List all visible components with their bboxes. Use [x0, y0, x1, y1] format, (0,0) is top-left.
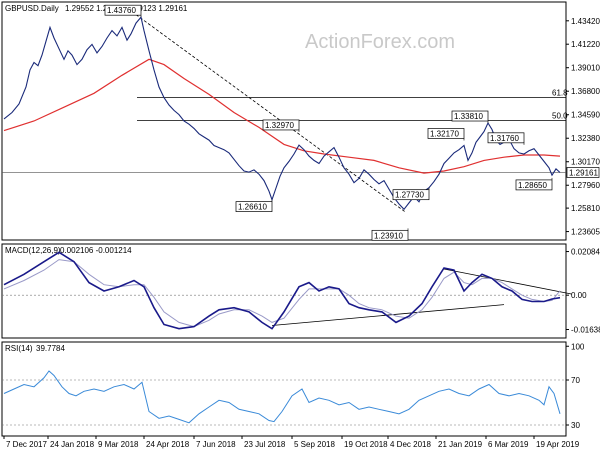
macd-series — [3, 251, 573, 330]
x-tick-label: 7 Jun 2018 — [196, 440, 236, 449]
price-symbol: GBPUSD.Daily — [5, 4, 59, 13]
price-y-tick-label: 1.43420 — [571, 17, 600, 26]
macd-y-tick-label: -0.016389 — [571, 325, 600, 334]
price-annotation-label: 1.27730 — [395, 191, 424, 200]
price-annotation-box — [515, 179, 553, 191]
macd-y-axis: 0.020848 0.00 -0.016389 — [2, 248, 600, 334]
macd-y-tick-label: 0.00 — [571, 291, 587, 300]
macd-values: 0.002106 -0.001214 — [60, 246, 132, 255]
price-y-tick-label: 1.27960 — [571, 181, 600, 190]
price-annotation-box — [427, 128, 465, 139]
x-tick-label: 7 Dec 2017 — [6, 440, 47, 449]
price-annotation-label: 1.32970 — [265, 121, 294, 130]
price-y-tick-label: 1.25810 — [571, 204, 600, 213]
x-tick-label: 24 Jan 2018 — [50, 440, 95, 449]
rsi-y-tick-label: 70 — [571, 376, 580, 385]
rsi-frame — [1, 341, 567, 437]
rsi-y-tick-label: 30 — [571, 421, 580, 430]
x-tick-label: 4 Dec 2018 — [390, 440, 431, 449]
price-y-axis: 1.43420 1.41220 1.39010 1.36800 1.34590 1.323… — [2, 17, 600, 237]
price-y-tick-label: 1.23605 — [571, 228, 600, 237]
price-y-tick-label: 1.39010 — [571, 64, 600, 73]
price-annotation-label: 1.31760 — [490, 134, 519, 143]
macd-signal-line — [3, 259, 561, 328]
price-trendlines — [135, 14, 407, 213]
price-annotation-box — [235, 201, 273, 212]
price-annotation-box — [392, 189, 430, 201]
price-annotations: 1.43760 1.32970 1.26610 1.23910 1.27730 1.321… — [104, 4, 553, 241]
macd-line — [3, 251, 561, 330]
macd-frame — [1, 243, 567, 339]
x-axis: 7 Dec 2017 24 Jan 2018 9 Mar 2018 24 Apr 20… — [3, 436, 580, 449]
macd-trendline — [271, 304, 505, 326]
rsi-label: RSI(14) — [5, 344, 33, 353]
rsi-y-axis: 100 70 30 — [2, 342, 585, 430]
rsi-series — [3, 370, 561, 424]
price-y-tick-label: 1.30170 — [571, 158, 600, 167]
watermark: ActionForex.com — [305, 31, 455, 53]
price-panel: GBPUSD.Daily 1.29552 1.29704 1.29123 1.2… — [1, 1, 600, 241]
rsi-line — [3, 370, 561, 424]
macd-trendline — [443, 268, 573, 295]
price-frame — [1, 1, 567, 241]
fib-levels: 61.8 50.0 — [137, 88, 568, 121]
moving-average-line — [3, 58, 561, 174]
fib-level-label: 50.0 — [552, 111, 568, 120]
x-tick-label: 24 Apr 2018 — [146, 440, 190, 449]
price-y-tick-label: 1.41220 — [571, 40, 600, 49]
price-annotation-box — [487, 132, 525, 144]
x-tick-label: 9 Mar 2018 — [98, 440, 139, 449]
price-annotation-box — [262, 119, 300, 131]
x-tick-label: 19 Apr 2019 — [536, 440, 580, 449]
x-tick-label: 5 Sep 2018 — [294, 440, 335, 449]
x-tick-label: 21 Jan 2019 — [438, 440, 483, 449]
x-tick-label: 23 Jul 2018 — [244, 440, 286, 449]
last-price-box — [566, 167, 600, 178]
rsi-panel: RSI(14) 39.7784 100 70 30 7 Dec 2017 24 Jan… — [1, 341, 585, 449]
rsi-y-tick-label: 100 — [571, 342, 585, 351]
x-tick-label: 6 Mar 2019 — [488, 440, 529, 449]
price-line — [3, 16, 561, 211]
price-trendline — [135, 14, 407, 213]
price-annotation-box — [371, 229, 409, 241]
price-series — [3, 16, 561, 211]
price-annotation-label: 1.32170 — [430, 129, 459, 138]
price-y-tick-label: 1.34590 — [571, 111, 600, 120]
macd-panel: MACD(12,26,9) 0.002106 -0.001214 0.02084… — [1, 243, 600, 339]
last-price-label: 1.29161 — [569, 168, 598, 177]
price-annotation-box — [104, 4, 142, 16]
price-y-tick-label: 1.36800 — [571, 87, 600, 96]
price-annotation-label: 1.33810 — [454, 112, 483, 121]
price-annotation-label: 1.26610 — [238, 203, 267, 212]
rsi-value: 39.7784 — [36, 344, 65, 353]
macd-y-tick-label: 0.020848 — [571, 248, 600, 257]
macd-label: MACD(12,26,9) — [5, 246, 61, 255]
price-annotation-label: 1.23910 — [374, 231, 403, 240]
x-tick-label: 19 Oct 2018 — [344, 440, 388, 449]
price-annotation-label: 1.43760 — [107, 6, 136, 15]
price-y-tick-label: 1.32380 — [571, 134, 600, 143]
fib-level-label: 61.8 — [552, 88, 568, 97]
price-annotation-box — [451, 110, 489, 122]
price-annotation-label: 1.28650 — [518, 181, 547, 190]
